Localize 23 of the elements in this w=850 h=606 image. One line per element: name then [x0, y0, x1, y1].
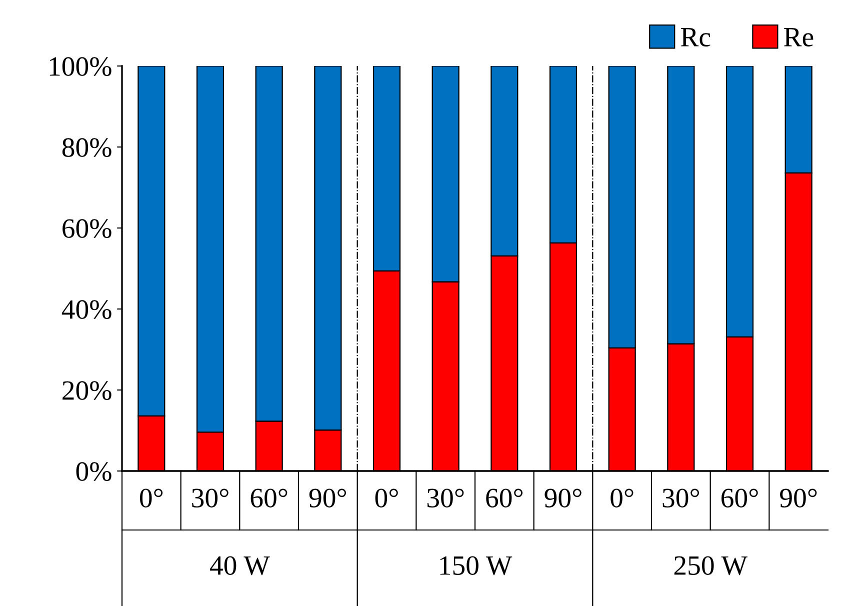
legend-label: Re [784, 28, 814, 46]
x-tick-label: 90° [544, 488, 582, 508]
x-tick-label: 60° [250, 488, 288, 508]
x-tick-label: 0° [610, 488, 634, 508]
x-tick-label: 30° [192, 488, 228, 508]
x-tick-label: 60° [486, 488, 523, 508]
y-tick-label: 40% [62, 300, 112, 319]
y-tick-label: 100% [50, 57, 112, 76]
text: 40 W [210, 556, 270, 576]
y-tick-label: 20% [62, 381, 112, 400]
y-tick-label: 80% [62, 138, 112, 157]
x-tick-label: 30° [427, 488, 464, 508]
x-tick-label: 90° [309, 488, 346, 508]
legend-label: Rc [680, 28, 710, 46]
x-tick-label: 0° [140, 488, 163, 508]
y-tick-label: 0% [76, 462, 112, 481]
x-tick-label: 0° [375, 488, 398, 508]
text: 250 W [674, 556, 748, 576]
x-tick-label: 60° [722, 488, 758, 508]
x-tick-label: 30° [662, 488, 700, 508]
x-tick-label: 90° [780, 488, 817, 508]
y-tick-label: 60% [62, 219, 112, 238]
text: 150 W [440, 556, 512, 576]
